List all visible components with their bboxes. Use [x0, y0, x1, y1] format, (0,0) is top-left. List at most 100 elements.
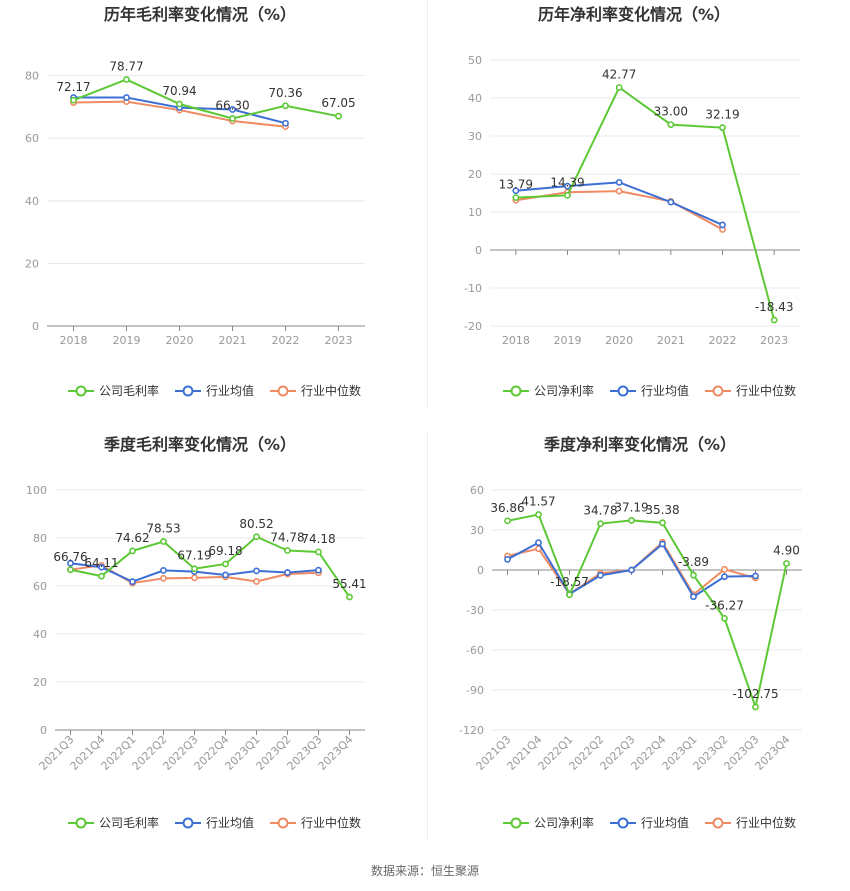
legend-label: 行业均值 [206, 383, 254, 398]
data-label: 74.78 [270, 531, 304, 545]
data-label: 42.77 [602, 67, 636, 81]
data-point-avg [667, 198, 675, 206]
y-tick-label: 60 [25, 132, 39, 145]
data-point-avg [659, 540, 666, 548]
data-point-median [253, 578, 260, 585]
data-point-avg [129, 578, 136, 586]
data-label: 80.52 [239, 517, 273, 531]
data-point-company [512, 194, 520, 201]
chart-svg: 历年净利率变化情况（%） -20 -10 0 10 20 30 40 50 2018 2019 202… [464, 5, 800, 398]
data-point-median [721, 565, 728, 573]
chart-annual-net-margin: 历年净利率变化情况（%） -20 -10 0 10 20 30 40 50 2018 2019 202… [428, 0, 850, 410]
y-tick-label: -10 [464, 282, 482, 295]
data-point-company [70, 96, 77, 104]
legend-label: 行业均值 [641, 815, 689, 830]
y-tick-label: 10 [468, 206, 482, 219]
data-point-company [659, 519, 666, 527]
legend-item-company: 公司毛利率 [68, 815, 159, 830]
data-point-avg [512, 187, 520, 195]
y-tick-label: -60 [466, 644, 484, 657]
legend-item-company: 公司净利率 [503, 815, 594, 830]
data-point-avg [282, 119, 289, 127]
x-tick-label: 2022 [272, 334, 300, 347]
data-point-company [160, 538, 167, 545]
x-tick-label: 2020 [166, 334, 194, 347]
data-point-company [667, 121, 675, 128]
data-point-median [191, 574, 198, 582]
y-tick-label: -90 [466, 684, 484, 697]
x-tick-label: 2023 [760, 334, 788, 347]
y-tick-label: -20 [464, 320, 482, 333]
data-label: -18.43 [755, 300, 794, 314]
data-label: 78.77 [109, 59, 143, 73]
data-label: 37.19 [614, 500, 648, 514]
series-line-company [507, 513, 788, 711]
data-point-company [752, 703, 759, 711]
data-point-median [160, 574, 167, 582]
series-line-company [515, 85, 776, 321]
data-label: -3.89 [678, 555, 709, 569]
data-point-company [597, 520, 604, 528]
y-tick-label: 40 [468, 92, 482, 105]
x-tick-label: 2023 [325, 334, 353, 347]
data-point-company [346, 593, 353, 601]
data-point-company [770, 316, 778, 324]
data-label: 69.18 [208, 544, 242, 558]
data-point-company [67, 566, 74, 574]
legend-marker-icon [510, 385, 522, 397]
data-point-avg [253, 567, 260, 575]
legend-marker-icon [712, 817, 724, 829]
data-label: 64.11 [84, 556, 118, 570]
data-label: 70.36 [268, 86, 302, 100]
legend-item-avg: 行业均值 [610, 815, 689, 830]
data-point-company [615, 84, 623, 91]
data-label: 72.17 [56, 80, 90, 94]
data-label: 74.62 [115, 531, 149, 545]
y-tick-label: 80 [25, 70, 39, 83]
legend-item-avg: 行业均值 [175, 815, 254, 830]
chart-quarterly-net-margin: 季度净利率变化情况（%） -120 -90 -60 -30 0 30 60 2021Q3 2021… [428, 430, 850, 850]
data-point-avg [535, 539, 542, 547]
data-point-company [282, 102, 289, 110]
data-point-company [129, 547, 136, 555]
data-label: -102.75 [732, 687, 778, 701]
data-point-company [504, 517, 511, 525]
x-tick-label: 2018 [502, 334, 530, 347]
x-tick-label: 2021 [219, 334, 247, 347]
data-point-company [535, 511, 542, 518]
data-point-avg [721, 573, 728, 581]
legend-marker-icon [182, 385, 194, 397]
y-tick-label: 100 [26, 484, 47, 497]
data-point-avg [98, 563, 105, 571]
legend-marker-icon [277, 385, 289, 397]
legend-label: 行业中位数 [736, 383, 796, 398]
data-point-avg [690, 593, 697, 601]
legend-label: 公司净利率 [534, 383, 594, 398]
data-point-avg [752, 572, 759, 580]
legend-item-company: 公司净利率 [503, 383, 594, 398]
data-label: 35.38 [645, 503, 679, 517]
data-point-company [335, 112, 342, 120]
legend-label: 公司毛利率 [99, 383, 159, 398]
data-point-avg [315, 566, 322, 574]
legend-label: 行业中位数 [736, 815, 796, 830]
chart-title: 季度净利率变化情况（%） [543, 435, 736, 454]
data-point-avg [504, 555, 511, 563]
y-tick-label: 0 [40, 724, 47, 737]
y-tick-label: 60 [470, 484, 484, 497]
data-point-avg [222, 571, 229, 579]
chart-svg: 季度毛利率变化情况（%）0204060801002021Q32021Q42022… [26, 435, 367, 830]
data-point-company [123, 76, 130, 83]
x-tick-label: 2018 [60, 334, 88, 347]
legend-label: 行业中位数 [301, 383, 361, 398]
chart-annual-gross-margin: 历年毛利率变化情况（%） 0 20 40 60 80 2018 2019 2020 2021 202… [0, 0, 425, 410]
legend-label: 公司毛利率 [99, 815, 159, 830]
data-label: 33.00 [654, 105, 688, 119]
y-tick-label: 40 [33, 628, 47, 641]
data-label: -36.27 [705, 598, 744, 612]
chart-svg: 历年毛利率变化情况（%） 0 20 40 60 80 2018 2019 2020 2021 202… [25, 5, 365, 398]
legend-item-avg: 行业均值 [610, 383, 689, 398]
y-tick-label: 40 [25, 195, 39, 208]
y-tick-label: 0 [32, 320, 39, 333]
vertical-divider-top [427, 0, 428, 408]
